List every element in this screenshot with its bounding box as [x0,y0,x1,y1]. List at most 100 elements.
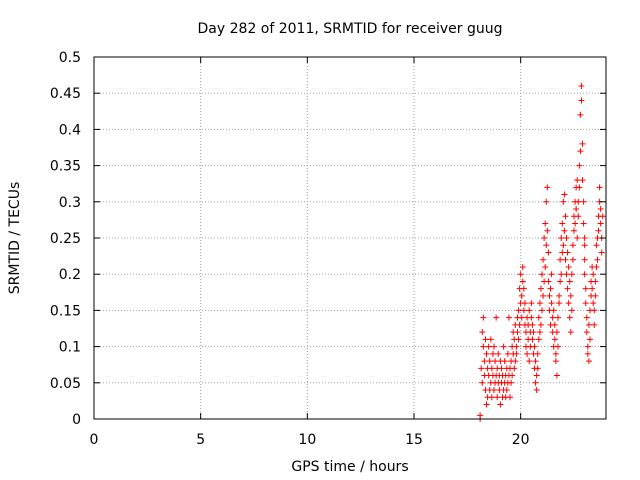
data-point [580,198,587,205]
data-point [551,336,558,343]
data-point [593,242,600,249]
data-point [577,148,584,155]
data-point [529,321,536,328]
data-point [591,321,598,328]
data-point [536,329,543,336]
x-tick-label: 20 [512,432,530,448]
data-point [568,271,575,278]
data-point [503,387,510,394]
x-tick-label: 10 [298,432,316,448]
data-point [553,372,560,379]
data-point [478,365,485,372]
data-point [513,350,520,357]
data-point [519,278,526,285]
data-point [535,314,542,321]
data-point [509,372,516,379]
data-point [540,292,547,299]
data-point [599,213,606,220]
data-point [587,336,593,343]
data-point [598,249,605,256]
data-point [544,227,551,234]
data-point [562,256,569,263]
y-tick-label: 0.1 [59,340,81,356]
data-point [543,198,550,205]
data-point [488,365,495,372]
data-point [526,307,533,314]
data-point [558,235,565,241]
data-point [549,314,556,321]
data-point [533,372,540,379]
data-point [524,350,531,357]
x-tick-label: 5 [196,432,205,448]
data-point [580,220,587,227]
data-point [556,300,563,307]
data-point [507,394,513,401]
data-point [568,307,575,314]
data-point [569,242,576,249]
data-point [565,300,572,307]
data-point [536,300,543,307]
y-tick-label: 0.15 [50,303,81,319]
data-point [529,336,536,343]
data-point [545,249,552,256]
data-point [573,206,580,213]
y-tick-label: 0.05 [50,376,81,392]
data-point [566,314,573,321]
axis-ticks: 0 5 10 15 20 0 0.05 0.1 0.15 0.2 0.25 0.3 0.35 0.4 0.4… [50,50,606,448]
data-point [583,314,590,321]
data-point [581,271,588,278]
data-point [546,292,553,299]
data-point [597,220,604,227]
data-point [520,285,527,292]
data-point [544,184,551,191]
data-point [500,343,507,350]
data-point [482,336,489,343]
y-tick-label: 0.3 [59,195,81,211]
data-point [561,227,568,234]
x-tick-label: 0 [90,432,99,448]
data-point [552,350,559,357]
data-point [540,256,547,263]
data-point [579,140,586,147]
data-point [492,358,499,365]
data-point [539,307,545,314]
data-point [591,307,598,314]
data-point [486,358,493,365]
data-point [561,191,568,198]
data-point [491,387,497,394]
data-point [594,256,601,263]
grid-lines [94,57,606,419]
data-point [581,242,588,249]
data-point [567,329,574,336]
data-point [518,314,525,321]
data-point [494,394,501,401]
data-point [545,278,552,285]
data-points [477,83,606,422]
data-point [519,263,526,270]
data-point [578,82,585,89]
data-point [593,263,600,270]
data-point [574,177,581,184]
data-point [479,379,486,386]
data-point [480,343,487,350]
data-point [560,242,567,249]
data-point [575,213,582,220]
data-point [517,271,524,278]
data-point [501,358,508,365]
data-point [539,271,545,278]
data-point [555,343,561,350]
data-point [543,242,550,249]
data-point [596,184,603,191]
data-point [589,285,596,292]
data-point [556,292,563,299]
data-point [535,336,542,343]
data-point [597,206,604,213]
data-point [583,329,590,336]
data-point [576,162,583,169]
data-point [581,256,588,263]
data-point [585,358,592,365]
x-axis-label: GPS time / hours [291,459,408,475]
data-point [541,235,548,241]
data-point [528,314,535,321]
